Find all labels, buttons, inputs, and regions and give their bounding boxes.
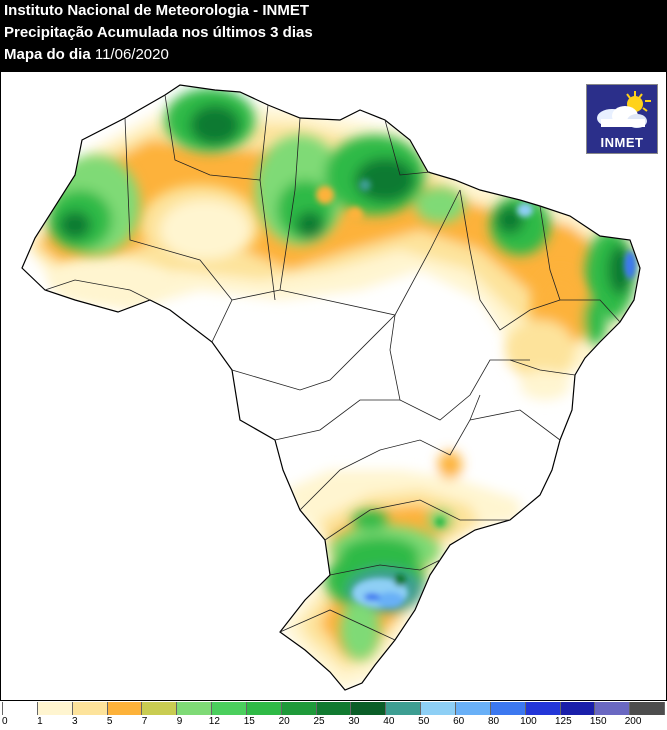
map-date-label: Mapa do dia — [4, 46, 91, 63]
legend-label: 20 — [278, 716, 290, 727]
legend-swatch — [351, 702, 387, 715]
legend-swatch — [107, 702, 143, 715]
legend-label: 150 — [589, 716, 607, 727]
legend-swatch — [316, 702, 352, 715]
precipitation-layer — [22, 85, 640, 690]
state-borders — [44, 94, 621, 641]
legend-label: 0 — [2, 716, 8, 727]
map-date-line: Mapa do dia 11/06/2020 — [4, 46, 169, 64]
legend-label: 60 — [453, 716, 465, 727]
legend-label: 125 — [554, 716, 572, 727]
precipitation-legend — [2, 702, 666, 715]
legend-swatch — [490, 702, 526, 715]
legend-labels: 0 1 3 5 7 9 12 15 20 25 30 40 50 60 80 100 125 150 200 — [2, 716, 665, 730]
legend-swatch — [177, 702, 213, 715]
precipitation-map — [21, 84, 641, 691]
legend-label: 1 — [37, 716, 43, 727]
legend-label: 3 — [72, 716, 78, 727]
inmet-logo: INMET — [586, 84, 658, 154]
legend-label: 80 — [487, 716, 500, 727]
legend-label: 40 — [383, 716, 395, 727]
institution-title: Instituto Nacional de Meteorologia - INM… — [4, 2, 310, 19]
legend-label: 5 — [106, 716, 113, 727]
legend-label: 50 — [418, 716, 430, 727]
legend-label: 9 — [176, 716, 183, 727]
legend-label: 12 — [208, 716, 220, 727]
map-header: Instituto Nacional de Meteorologia - INM… — [0, 0, 667, 72]
legend-swatch — [421, 702, 456, 715]
map-title: Precipitação Acumulada nos últimos 3 dia… — [4, 24, 313, 41]
cloud-sun-icon — [597, 91, 651, 128]
legend-swatch — [525, 702, 561, 715]
legend-swatch — [455, 702, 491, 715]
logo-text: INMET — [600, 135, 644, 150]
legend-label: 25 — [313, 716, 325, 727]
legend-swatch — [212, 702, 247, 715]
legend-swatch — [386, 702, 422, 715]
legend-swatch — [281, 702, 317, 715]
legend-label: 30 — [348, 716, 360, 727]
legend-swatch — [595, 702, 631, 715]
legend-swatch — [37, 702, 73, 715]
legend-swatch — [630, 702, 666, 715]
legend-swatch — [560, 702, 596, 715]
legend-label: 200 — [624, 716, 642, 727]
legend-swatch — [72, 702, 108, 715]
legend-swatch — [2, 702, 38, 715]
legend-label: 15 — [243, 716, 255, 727]
map-date: 11/06/2020 — [94, 46, 169, 63]
legend-swatch — [246, 702, 282, 715]
legend-label: 7 — [141, 716, 148, 727]
legend-label: 100 — [520, 716, 537, 727]
legend-swatch — [142, 702, 178, 715]
